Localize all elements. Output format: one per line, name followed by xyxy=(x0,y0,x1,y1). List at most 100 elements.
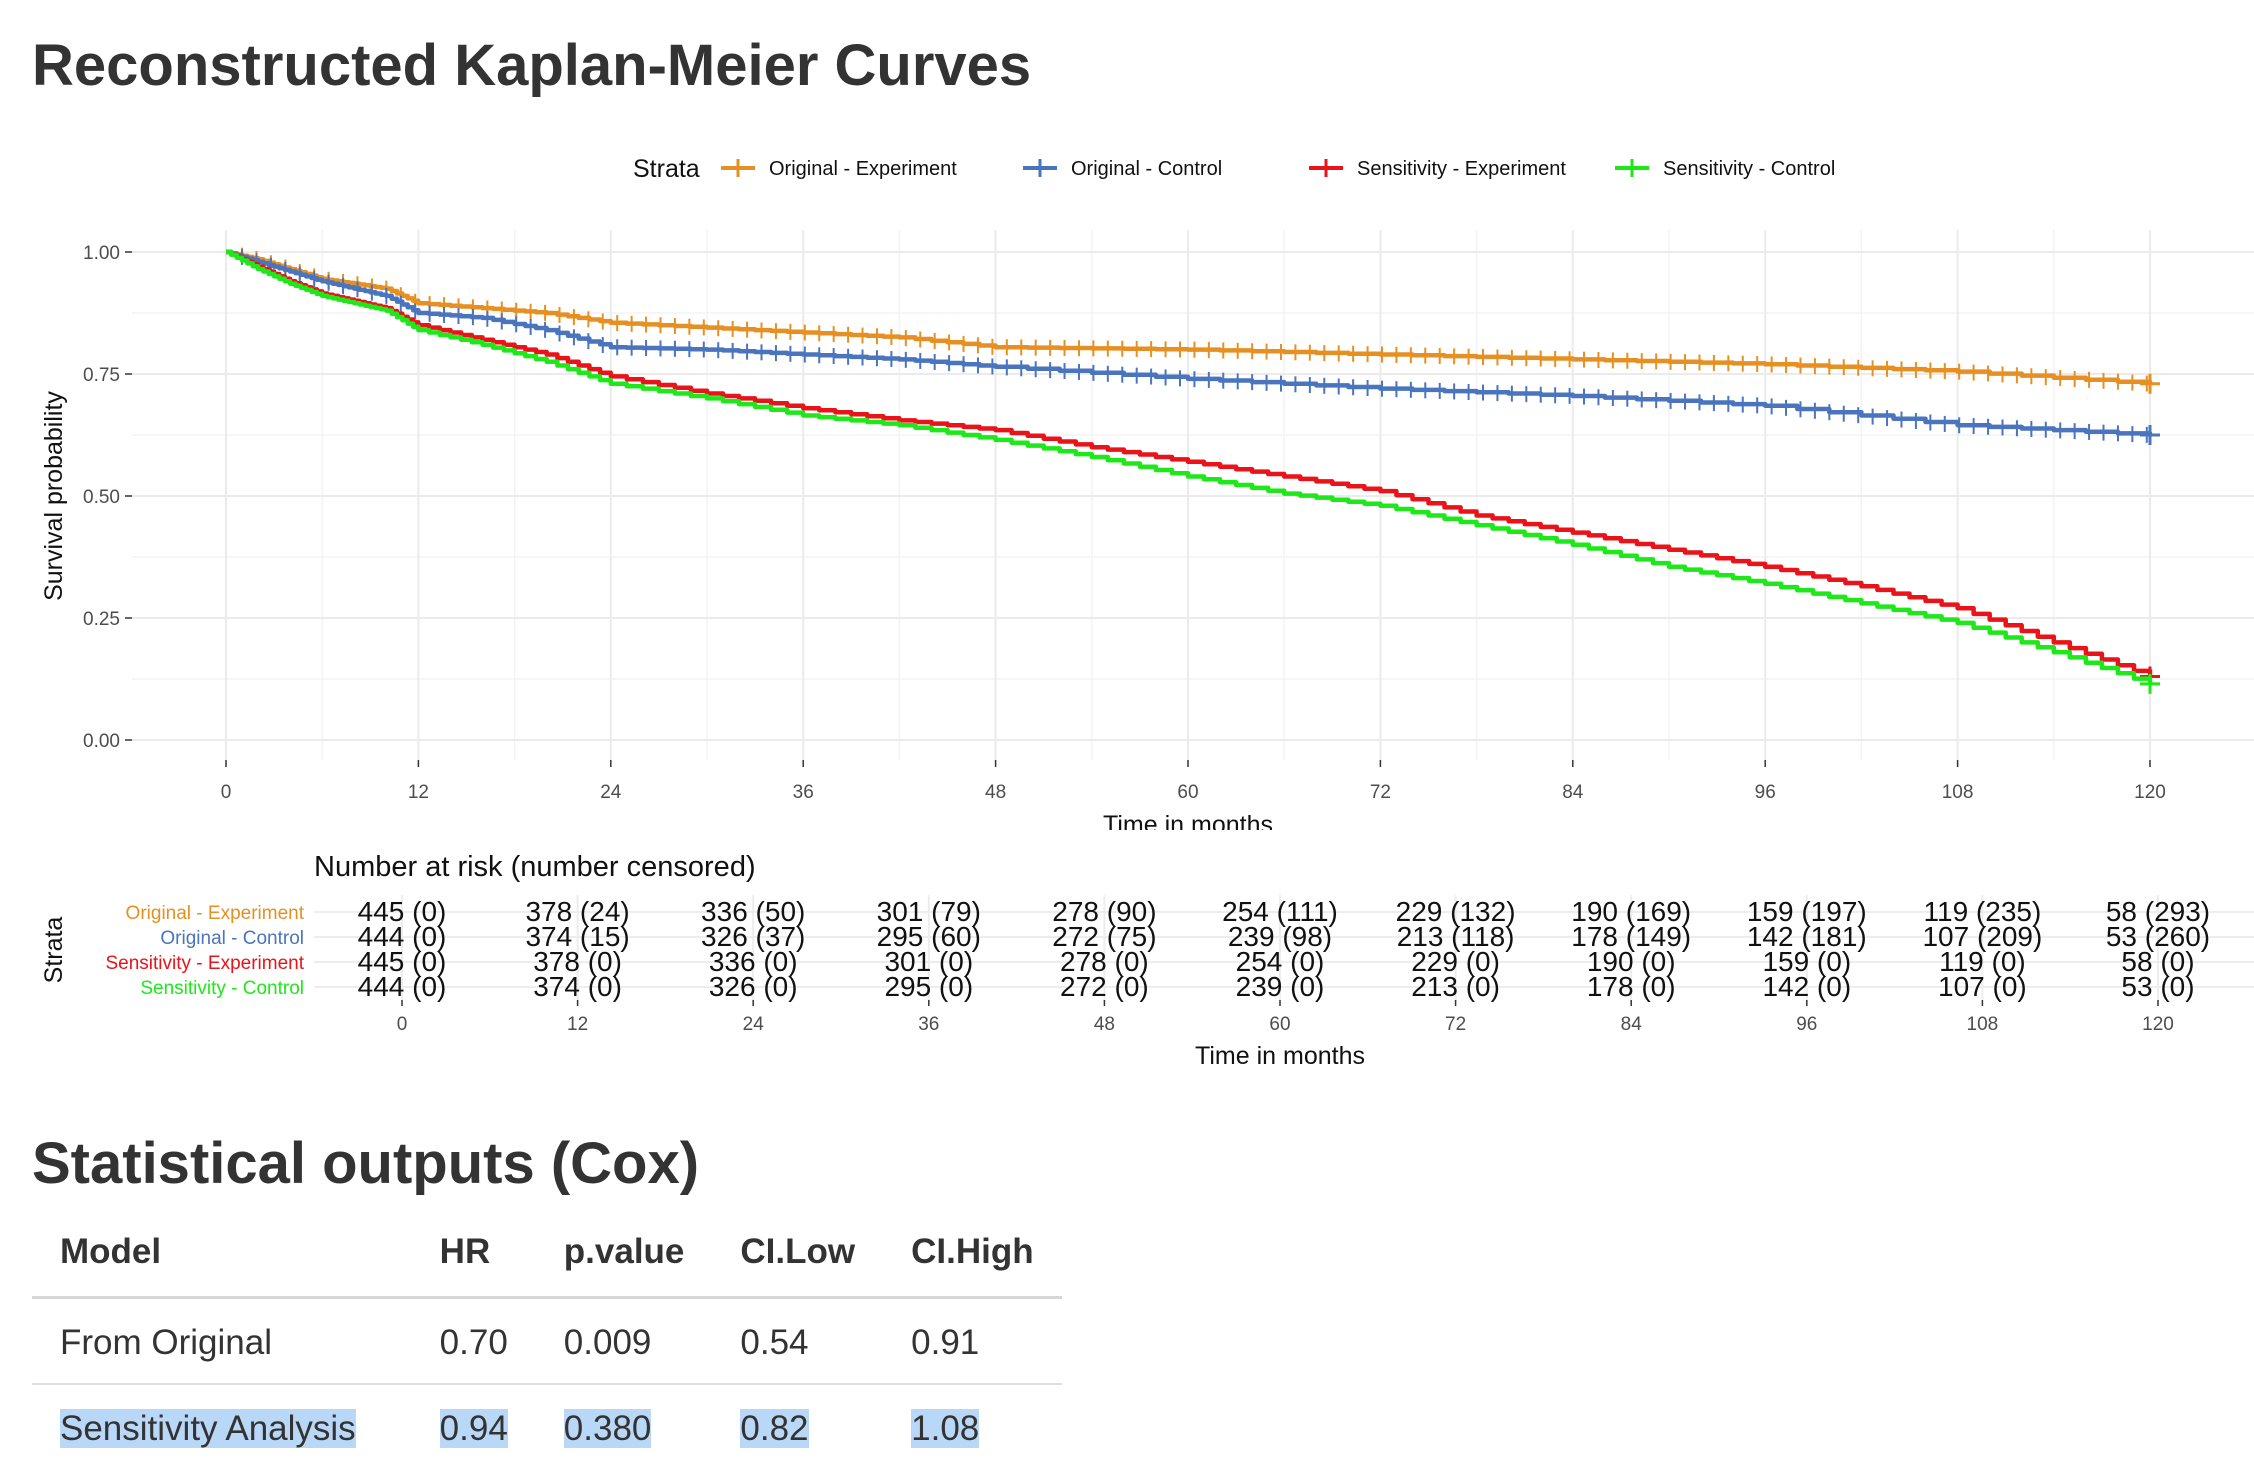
x-axis-label: Time in months xyxy=(1103,811,1273,830)
risk-x-tick-label: 12 xyxy=(567,1014,588,1035)
censor-marks xyxy=(241,247,2148,392)
y-tick-label: 0.25 xyxy=(83,609,120,630)
risk-cell: 444 (0) xyxy=(358,971,447,1002)
risk-cell: 213 (0) xyxy=(1411,971,1500,1002)
x-tick-label: 48 xyxy=(985,782,1006,803)
cox-table: Model HR p.value CI.Low CI.High From Ori… xyxy=(32,1218,1062,1469)
col-model: Model xyxy=(32,1218,412,1299)
x-tick-label: 0 xyxy=(221,782,232,803)
x-tick-label: 12 xyxy=(408,782,429,803)
risk-cell: 178 (149) xyxy=(1571,921,1691,952)
risk-cell: 295 (60) xyxy=(877,921,981,952)
risk-cell: 378 (0) xyxy=(533,946,622,977)
y-axis-label: Survival probability xyxy=(40,391,68,601)
x-tick-label: 60 xyxy=(1177,782,1198,803)
km-chart: 0 12 24 36 48 60 72 84 96 108 120 0.00 0.25 0.50 0.75 1… xyxy=(40,155,2254,830)
risk-cell: 444 (0) xyxy=(358,921,447,952)
y-tick-label: 1.00 xyxy=(83,243,120,264)
risk-row-label: Sensitivity - Control xyxy=(140,978,304,999)
cell-cihigh: 0.91 xyxy=(883,1297,1062,1385)
table-row: From Original 0.70 0.009 0.54 0.91 xyxy=(32,1297,1062,1385)
risk-cell: 254 (0) xyxy=(1236,946,1325,977)
risk-cell: 107 (0) xyxy=(1938,971,2027,1002)
risk-x-tick-label: 120 xyxy=(2142,1014,2174,1035)
risk-cell: 190 (169) xyxy=(1571,896,1691,927)
risk-cell: 278 (90) xyxy=(1052,896,1156,927)
legend-title: Strata xyxy=(633,155,700,183)
x-tick-label: 120 xyxy=(2134,782,2166,803)
risk-cell: 272 (0) xyxy=(1060,971,1149,1002)
risk-cell: 301 (0) xyxy=(884,946,973,977)
risk-cell: 159 (197) xyxy=(1747,896,1867,927)
censor-mark-end xyxy=(2140,425,2160,445)
risk-table: Number at risk (number censored) 0 12 24 36 4… xyxy=(40,851,2254,1070)
risk-cell: 301 (79) xyxy=(877,896,981,927)
risk-cell: 278 (0) xyxy=(1060,946,1149,977)
risk-cell: 445 (0) xyxy=(358,896,447,927)
legend-item: Sensitivity - Control xyxy=(1663,158,1835,180)
y-tick-label: 0.00 xyxy=(83,731,120,752)
x-tick-label: 84 xyxy=(1562,782,1584,803)
risk-cell: 213 (118) xyxy=(1397,921,1515,952)
page-title: Reconstructed Kaplan-Meier Curves xyxy=(32,33,1032,98)
risk-row-label: Original - Control xyxy=(160,928,304,949)
risk-x-tick-label: 84 xyxy=(1621,1014,1643,1035)
risk-cell: 445 (0) xyxy=(358,946,447,977)
risk-x-tick-label: 36 xyxy=(918,1014,939,1035)
col-hr: HR xyxy=(411,1218,536,1299)
cell-model: From Original xyxy=(32,1297,412,1385)
censor-mark-end xyxy=(2140,673,2160,694)
risk-y-axis-label: Strata xyxy=(40,917,68,984)
risk-cell: 374 (15) xyxy=(525,921,629,952)
risk-cell: 142 (181) xyxy=(1747,921,1867,952)
x-tick-label: 36 xyxy=(793,782,814,803)
cell-hr[interactable]: 0.94 xyxy=(439,1409,508,1448)
risk-table-title: Number at risk (number censored) xyxy=(314,851,756,883)
risk-cell: 58 (293) xyxy=(2106,896,2210,927)
cell-pvalue[interactable]: 0.380 xyxy=(563,1409,652,1448)
legend-item: Original - Experiment xyxy=(769,158,957,180)
y-tick-label: 0.50 xyxy=(83,487,120,508)
x-tick-label: 24 xyxy=(600,782,622,803)
risk-cell: 254 (111) xyxy=(1222,896,1338,927)
cox-header-row: Model HR p.value CI.Low CI.High xyxy=(32,1218,1062,1299)
cell-cihigh[interactable]: 1.08 xyxy=(911,1409,980,1448)
risk-x-tick-label: 48 xyxy=(1094,1014,1115,1035)
cell-model[interactable]: Sensitivity Analysis xyxy=(60,1409,356,1448)
cell-cilow: 0.54 xyxy=(712,1297,884,1385)
km-curve xyxy=(226,249,2153,684)
x-tick-label: 108 xyxy=(1942,782,1974,803)
risk-cell: 229 (0) xyxy=(1411,946,1500,977)
risk-cell: 326 (37) xyxy=(701,921,805,952)
cell-cilow[interactable]: 0.82 xyxy=(740,1409,809,1448)
legend-item: Sensitivity - Experiment xyxy=(1357,158,1566,180)
stats-title: Statistical outputs (Cox) xyxy=(32,1131,700,1196)
risk-cell: 58 (0) xyxy=(2121,946,2194,977)
censor-marks xyxy=(241,248,2148,443)
risk-cell: 107 (209) xyxy=(1922,921,2042,952)
risk-cell: 295 (0) xyxy=(884,971,973,1002)
risk-cell: 159 (0) xyxy=(1762,946,1851,977)
risk-cell: 190 (0) xyxy=(1587,946,1676,977)
risk-cell: 53 (0) xyxy=(2121,971,2194,1002)
col-cilow: CI.Low xyxy=(712,1218,884,1299)
risk-cell: 272 (75) xyxy=(1052,921,1156,952)
cell-pvalue: 0.009 xyxy=(535,1297,713,1385)
risk-row-label: Sensitivity - Experiment xyxy=(105,953,304,974)
risk-cell: 229 (132) xyxy=(1396,896,1516,927)
risk-cell: 142 (0) xyxy=(1762,971,1851,1002)
risk-cell: 119 (0) xyxy=(1939,946,2026,977)
risk-x-tick-label: 60 xyxy=(1269,1014,1290,1035)
legend-item: Original - Control xyxy=(1071,158,1222,180)
risk-x-tick-label: 72 xyxy=(1445,1014,1466,1035)
censor-mark-end xyxy=(2140,373,2160,394)
risk-cell: 239 (98) xyxy=(1228,921,1332,952)
risk-cell: 374 (0) xyxy=(533,971,622,1002)
risk-cell: 53 (260) xyxy=(2106,921,2210,952)
risk-cell: 326 (0) xyxy=(709,971,798,1002)
risk-cell: 336 (50) xyxy=(701,896,805,927)
col-cihigh: CI.High xyxy=(883,1218,1062,1299)
risk-cell: 378 (24) xyxy=(525,896,629,927)
risk-x-tick-label: 24 xyxy=(743,1014,765,1035)
table-row: Sensitivity Analysis 0.94 0.380 0.82 1.0… xyxy=(32,1384,1062,1469)
